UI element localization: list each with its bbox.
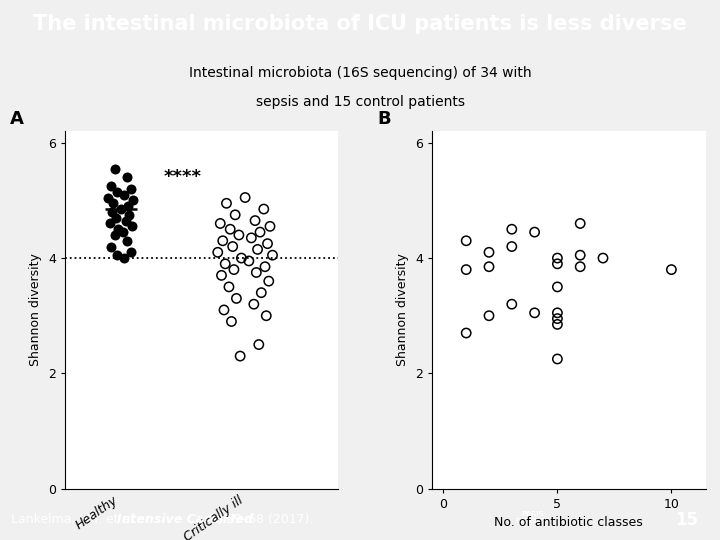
Text: A: A: [10, 110, 24, 127]
Point: [552, 355, 563, 363]
Point: [119, 254, 130, 262]
Point: [264, 222, 276, 231]
Point: [552, 314, 563, 323]
Point: [212, 248, 223, 256]
Point: [119, 190, 130, 199]
Point: [126, 222, 138, 231]
Point: [552, 282, 563, 291]
Text: , 59–68 (2017).: , 59–68 (2017).: [218, 513, 314, 526]
Point: [483, 248, 495, 256]
Point: [253, 340, 264, 349]
Point: [552, 260, 563, 268]
Point: [266, 251, 278, 260]
Point: [598, 254, 609, 262]
Point: [125, 185, 137, 193]
Point: [105, 242, 117, 251]
Point: [217, 237, 228, 245]
Point: [233, 231, 245, 239]
Point: [552, 320, 563, 329]
Point: [249, 216, 261, 225]
Point: [227, 242, 238, 251]
Point: [104, 219, 115, 228]
Point: [461, 237, 472, 245]
Point: [121, 237, 132, 245]
Point: [220, 260, 231, 268]
Point: [258, 205, 269, 213]
Point: [109, 164, 120, 173]
Point: [528, 308, 540, 317]
Point: [461, 329, 472, 338]
Text: Intestinal microbiota (16S sequencing) of 34 with: Intestinal microbiota (16S sequencing) o…: [189, 66, 531, 80]
Point: [506, 225, 518, 234]
Point: [110, 213, 122, 222]
Text: sepsis and 15 control patients: sepsis and 15 control patients: [256, 95, 464, 109]
Point: [575, 219, 586, 228]
Point: [221, 199, 233, 207]
Point: [506, 242, 518, 251]
Y-axis label: Shannon diversity: Shannon diversity: [30, 253, 42, 367]
Point: [112, 225, 124, 234]
Point: [239, 193, 251, 202]
Point: [216, 271, 228, 280]
Point: [105, 181, 117, 190]
Point: [461, 265, 472, 274]
Point: [483, 262, 495, 271]
Point: [215, 219, 226, 228]
Point: [235, 352, 246, 360]
Text: Intensive Care Med: Intensive Care Med: [117, 513, 253, 526]
Point: [107, 199, 119, 207]
Point: [121, 173, 132, 181]
Point: [261, 312, 272, 320]
Text: Lankelma, J.M. et al.: Lankelma, J.M. et al.: [11, 513, 142, 526]
Point: [120, 216, 132, 225]
Point: [107, 207, 118, 216]
Point: [259, 262, 271, 271]
Point: [109, 231, 120, 239]
Point: [225, 317, 237, 326]
Point: [575, 251, 586, 260]
Point: [225, 225, 236, 234]
Point: [230, 294, 242, 303]
Text: PARIS
DIDEROT: PARIS DIDEROT: [516, 511, 550, 524]
Point: [248, 300, 260, 308]
Point: [125, 248, 137, 256]
Point: [263, 277, 274, 286]
Point: [483, 312, 495, 320]
Point: [552, 308, 563, 317]
Point: [122, 202, 134, 211]
Text: The intestinal microbiota of ICU patients is less diverse: The intestinal microbiota of ICU patient…: [33, 14, 687, 34]
Point: [112, 251, 123, 260]
Point: [115, 205, 127, 213]
Point: [246, 234, 257, 242]
Point: [575, 262, 586, 271]
Point: [218, 306, 230, 314]
Point: [124, 211, 135, 219]
Point: [102, 193, 114, 202]
Point: [254, 228, 266, 237]
Point: [117, 228, 129, 237]
Point: [262, 239, 274, 248]
Text: 15: 15: [675, 511, 698, 529]
X-axis label: No. of antibiotic classes: No. of antibiotic classes: [495, 516, 643, 529]
Point: [223, 282, 235, 291]
Point: [228, 265, 240, 274]
Point: [127, 196, 139, 205]
Text: 43: 43: [202, 513, 224, 526]
Point: [256, 288, 267, 297]
Point: [251, 268, 262, 277]
Point: [112, 187, 123, 196]
Point: [252, 245, 264, 254]
Point: [552, 254, 563, 262]
Point: [506, 300, 518, 308]
Text: B: B: [377, 110, 391, 127]
Point: [230, 211, 241, 219]
Text: ****: ****: [164, 168, 202, 186]
Point: [528, 228, 540, 237]
Point: [235, 254, 247, 262]
Point: [243, 256, 255, 265]
Point: [665, 265, 677, 274]
Y-axis label: Shannon diversity: Shannon diversity: [397, 253, 410, 367]
